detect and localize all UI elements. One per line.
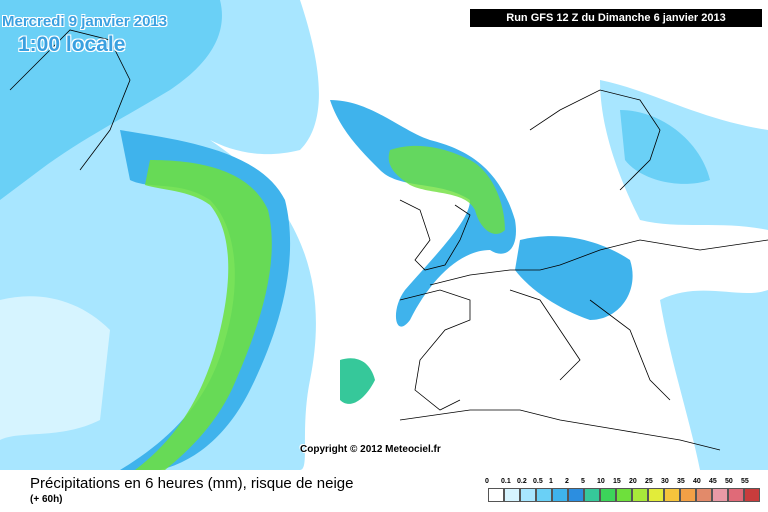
legend-swatch — [536, 488, 552, 502]
legend-label: 15 — [613, 478, 621, 485]
legend-item: 5 — [581, 478, 600, 502]
legend-label: 1 — [549, 478, 553, 485]
map-date: Mercredi 9 janvier 2013 — [2, 13, 168, 30]
legend-item: 0.1 — [501, 478, 520, 502]
legend-swatch — [632, 488, 648, 502]
legend-item: 0.5 — [533, 478, 552, 502]
map-time: 1:00 locale — [18, 33, 126, 56]
legend-label: 0.2 — [517, 478, 527, 485]
legend-item: 0.2 — [517, 478, 536, 502]
legend-item: 15 — [613, 478, 632, 502]
legend-swatch — [504, 488, 520, 502]
legend-label: 0.1 — [501, 478, 511, 485]
legend-item: 35 — [677, 478, 696, 502]
footer-title: Précipitations en 6 heures (mm), risque … — [30, 475, 354, 492]
legend-item: 25 — [645, 478, 664, 502]
footer-lead: (+ 60h) — [30, 494, 63, 505]
legend-swatch — [584, 488, 600, 502]
legend-item: 45 — [709, 478, 728, 502]
legend-item: 0 — [485, 478, 504, 502]
legend-swatch — [696, 488, 712, 502]
legend-swatch — [520, 488, 536, 502]
legend-swatch — [648, 488, 664, 502]
legend-item: 1 — [549, 478, 568, 502]
legend-label: 2 — [565, 478, 569, 485]
legend-swatch — [728, 488, 744, 502]
legend-label: 55 — [741, 478, 749, 485]
legend-label: 50 — [725, 478, 733, 485]
map — [0, 0, 768, 470]
legend-swatch — [488, 488, 504, 502]
legend-item: 30 — [661, 478, 680, 502]
copyright: Copyright © 2012 Meteociel.fr — [300, 444, 441, 455]
legend-label: 0 — [485, 478, 489, 485]
legend-swatch — [552, 488, 568, 502]
legend-item: 2 — [565, 478, 584, 502]
legend-item: 40 — [693, 478, 712, 502]
legend-swatch — [664, 488, 680, 502]
legend-label: 35 — [677, 478, 685, 485]
legend-item: 50 — [725, 478, 744, 502]
legend-label: 40 — [693, 478, 701, 485]
legend-swatch — [712, 488, 728, 502]
legend-swatch — [616, 488, 632, 502]
legend-swatch — [744, 488, 760, 502]
legend-swatch — [600, 488, 616, 502]
legend-item: 55 — [741, 478, 760, 502]
legend-label: 30 — [661, 478, 669, 485]
legend-label: 0.5 — [533, 478, 543, 485]
legend-item: 10 — [597, 478, 616, 502]
legend-label: 10 — [597, 478, 605, 485]
legend-label: 5 — [581, 478, 585, 485]
legend-swatch — [680, 488, 696, 502]
run-info: Run GFS 12 Z du Dimanche 6 janvier 2013 — [470, 9, 762, 27]
legend-label: 25 — [645, 478, 653, 485]
legend-item: 20 — [629, 478, 648, 502]
legend-swatch — [568, 488, 584, 502]
legend-label: 45 — [709, 478, 717, 485]
legend-label: 20 — [629, 478, 637, 485]
